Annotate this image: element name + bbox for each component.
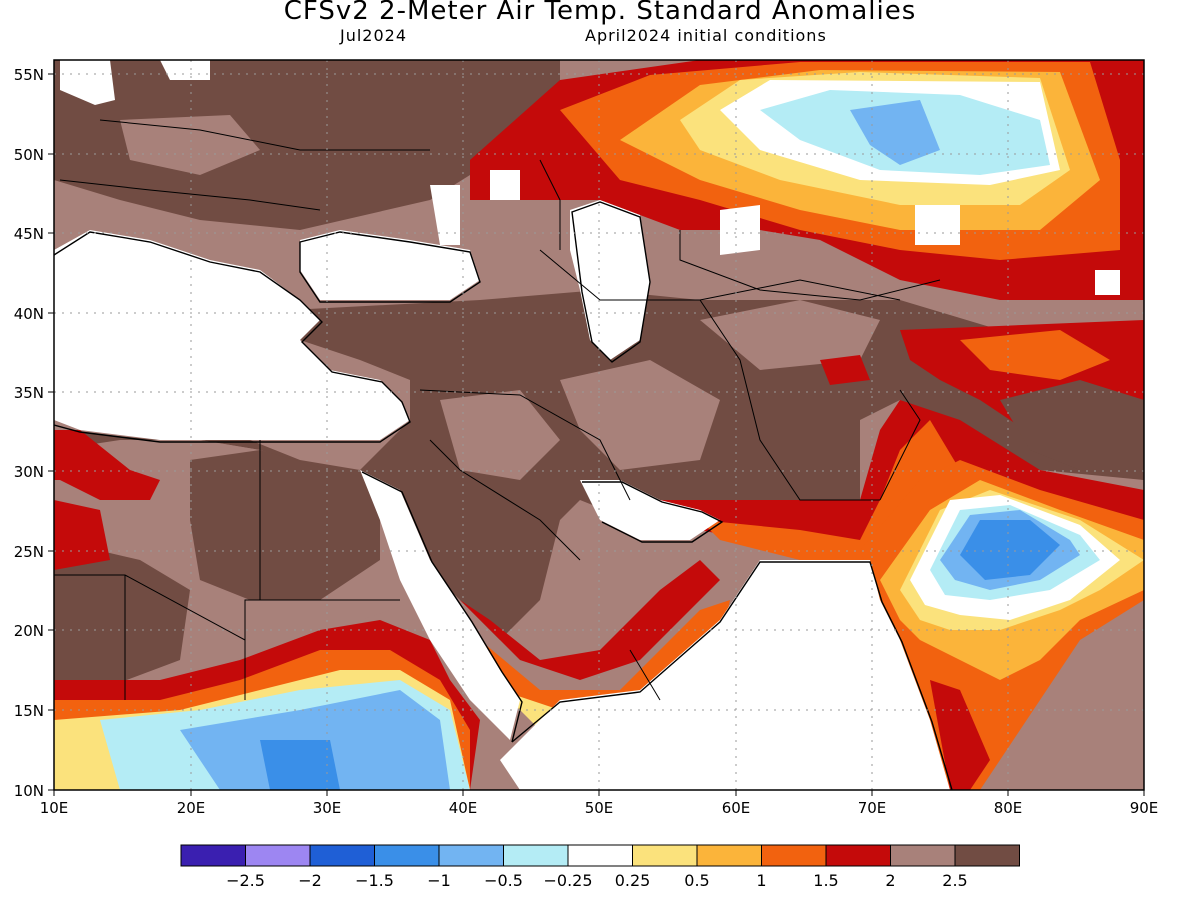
lon-label: 70E xyxy=(858,799,887,817)
sea-baltic xyxy=(60,60,115,105)
colorbar-swatch xyxy=(696,844,762,867)
anom-iran-light xyxy=(560,360,720,470)
anom-ethiopia-deepblue xyxy=(260,740,340,790)
anomaly-field xyxy=(54,60,1144,790)
colorbar-swatch xyxy=(761,844,827,867)
lon-label: 50E xyxy=(585,799,614,817)
colorbar-swatch xyxy=(309,844,375,867)
sea-mediterranean xyxy=(54,230,410,440)
lat-label: 35N xyxy=(14,384,44,402)
colorbar-tick-label: 1.5 xyxy=(813,871,838,890)
colorbar-swatch xyxy=(825,844,891,867)
anom-tibet-dark xyxy=(1000,380,1144,480)
sea-caspian xyxy=(570,200,650,360)
anom-india-deepblue xyxy=(960,520,1060,580)
lat-label: 25N xyxy=(14,543,44,561)
lat-label: 15N xyxy=(14,702,44,720)
anom-afghan-light xyxy=(700,300,880,370)
colorbar-tick-label: 0.5 xyxy=(684,871,709,890)
colorbar-swatch xyxy=(503,844,569,867)
colorbar-swatch xyxy=(180,844,246,867)
mask-block xyxy=(490,170,520,200)
colorbar-tick-label: −0.25 xyxy=(543,871,592,890)
anom-algeria-red xyxy=(54,500,110,570)
colorbar-tick-label: 1 xyxy=(756,871,766,890)
colorbar-swatch xyxy=(632,844,698,867)
anom-iraq-light xyxy=(440,390,560,480)
axis-ticks xyxy=(48,73,1145,796)
colorbar-swatch xyxy=(567,844,633,867)
colorbar-swatch xyxy=(374,844,440,867)
coastlines xyxy=(54,201,953,790)
lon-label: 60E xyxy=(722,799,751,817)
colorbar xyxy=(180,844,1020,867)
anom-tajik-red xyxy=(820,355,870,385)
colorbar-tick-label: −2.5 xyxy=(226,871,265,890)
anom-south-india-red xyxy=(930,680,990,790)
valid-month-label: Jul2024 xyxy=(340,26,408,45)
sea-black-sea xyxy=(300,230,480,300)
lat-label: 30N xyxy=(14,463,44,481)
anom-middle-east-dark xyxy=(54,290,1144,640)
lat-label: 55N xyxy=(14,66,44,84)
anom-sahara-dark xyxy=(54,540,190,690)
anom-europe-light xyxy=(120,115,260,175)
lon-label: 20E xyxy=(177,799,206,817)
country-borders xyxy=(54,119,941,701)
sea-adriatic xyxy=(54,250,80,300)
anom-tibet-orange xyxy=(960,330,1110,380)
lon-label: 80E xyxy=(994,799,1023,817)
mask-block-north xyxy=(160,60,210,80)
colorbar-tick-label: 0.25 xyxy=(615,871,651,890)
lon-label: 30E xyxy=(313,799,342,817)
colorbar-swatch xyxy=(438,844,504,867)
sea-arabian-sea xyxy=(500,560,950,790)
lat-label: 50N xyxy=(14,146,44,164)
anom-libya-egypt-dark xyxy=(190,450,380,600)
graticule xyxy=(54,60,1144,790)
lon-label: 40E xyxy=(449,799,478,817)
lat-label: 20N xyxy=(14,622,44,640)
lake-balkhash xyxy=(915,205,960,245)
colorbar-tick-label: −0.5 xyxy=(484,871,523,890)
sea-red-sea xyxy=(360,470,520,740)
colorbar-swatch xyxy=(954,844,1020,867)
sea-aral xyxy=(720,205,760,255)
colorbar-tick-label: −1 xyxy=(427,871,451,890)
anom-arabia-south-red xyxy=(460,560,720,680)
colorbar-tick-label: −2 xyxy=(298,871,322,890)
sea-persian-gulf xyxy=(580,480,720,540)
mask-block-east xyxy=(1095,270,1120,295)
init-conditions-label: April2024 initial conditions xyxy=(585,26,827,45)
lat-label: 10N xyxy=(14,782,44,800)
lat-label: 45N xyxy=(14,225,44,243)
lat-label: 40N xyxy=(14,305,44,323)
sea-azov-mask xyxy=(430,185,460,245)
colorbar-labels: −2.5 −2 −1.5 −1 −0.5 −0.25 0.25 0.5 1 1.5 2 2.5 xyxy=(226,871,968,890)
lon-label: 90E xyxy=(1130,799,1159,817)
colorbar-tick-label: −1.5 xyxy=(355,871,394,890)
colorbar-tick-label: 2 xyxy=(885,871,895,890)
colorbar-swatch xyxy=(890,844,956,867)
colorbar-tick-label: 2.5 xyxy=(942,871,967,890)
colorbar-swatch xyxy=(245,844,311,867)
anom-tunisia-red xyxy=(54,430,160,500)
lon-label: 10E xyxy=(40,799,69,817)
chart-title: CFSv2 2-Meter Air Temp. Standard Anomali… xyxy=(283,0,917,26)
